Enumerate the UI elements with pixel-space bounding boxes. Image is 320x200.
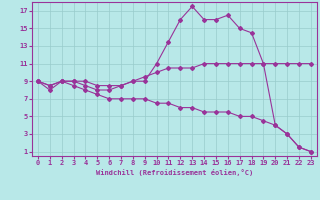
X-axis label: Windchill (Refroidissement éolien,°C): Windchill (Refroidissement éolien,°C): [96, 169, 253, 176]
